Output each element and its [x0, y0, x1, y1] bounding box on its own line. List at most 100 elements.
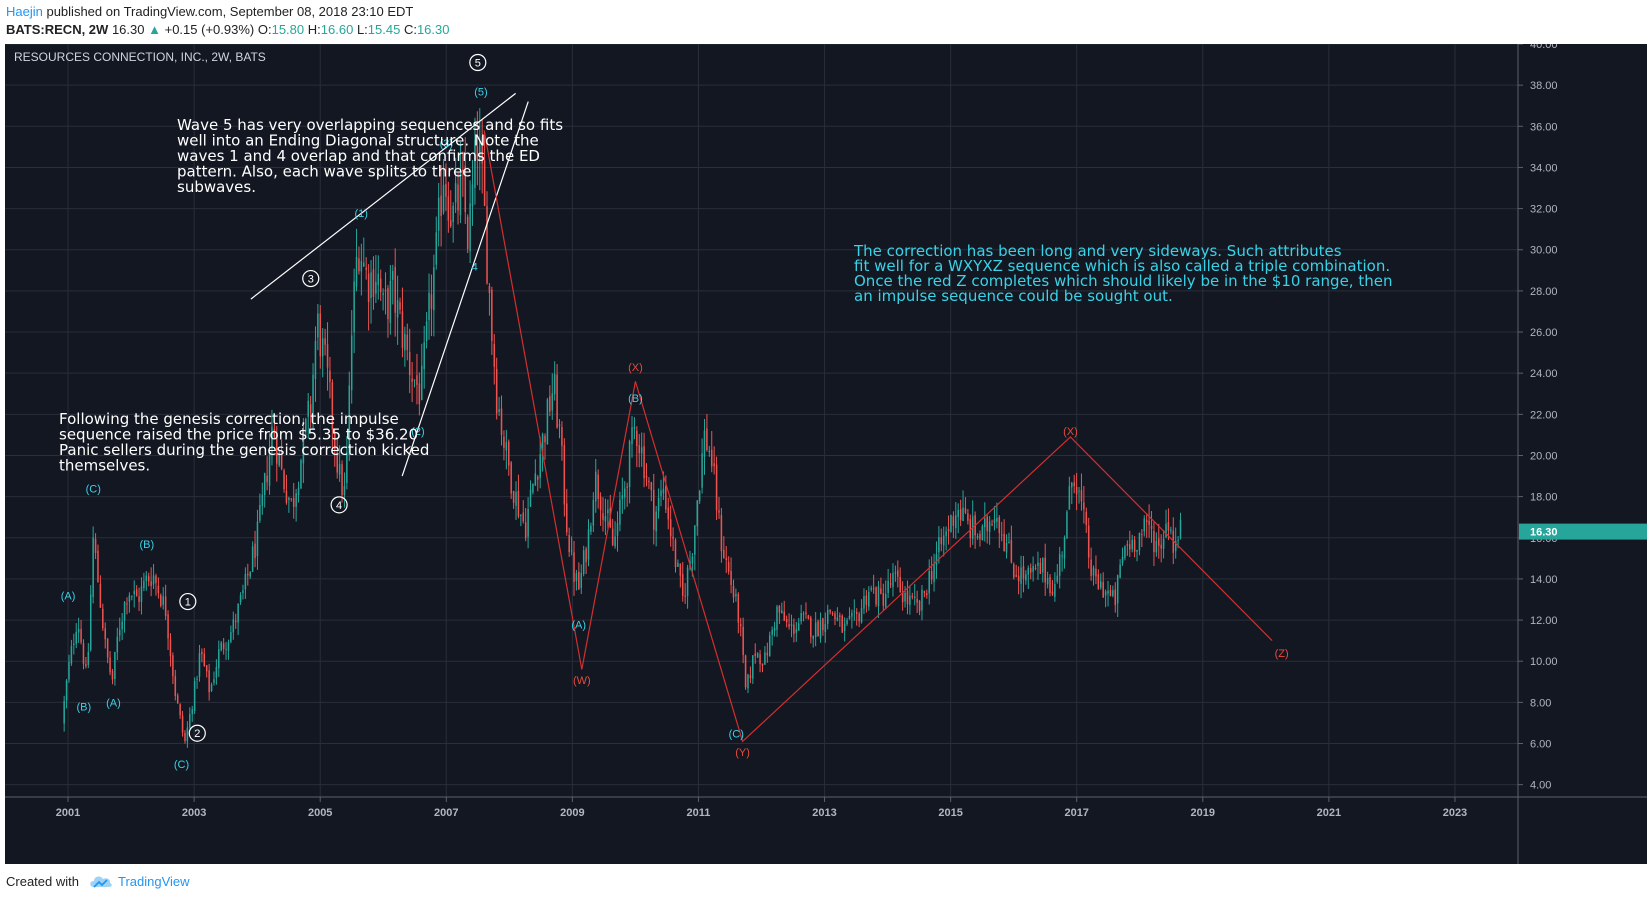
- candle-body: [1063, 537, 1066, 559]
- candle-body: [406, 334, 409, 350]
- candle-body: [80, 629, 82, 643]
- candle-body: [309, 404, 312, 414]
- candle-body: [106, 638, 109, 658]
- candle-body: [578, 571, 580, 590]
- tradingview-link[interactable]: TradingView: [118, 874, 190, 889]
- candle-body: [1162, 538, 1165, 549]
- candle-body: [237, 603, 239, 623]
- candle-body: [423, 342, 425, 370]
- candle-body: [766, 652, 769, 656]
- candle-body: [1104, 591, 1107, 596]
- candle-body: [1039, 562, 1042, 574]
- candle-body: [1119, 564, 1121, 578]
- candle-body: [672, 536, 674, 539]
- high-label: H:: [307, 22, 321, 37]
- candle-body: [590, 525, 592, 532]
- candle-body: [314, 340, 317, 380]
- candle-body: [587, 529, 590, 560]
- change-arrow-icon: ▲: [148, 22, 161, 37]
- candle-body: [534, 473, 537, 486]
- y-tick-label: 14.00: [1530, 574, 1558, 586]
- candle-body: [126, 603, 128, 605]
- candle-body: [254, 543, 256, 558]
- candle-body: [1054, 584, 1056, 597]
- candle-body: [899, 577, 901, 593]
- candle-body: [952, 516, 955, 526]
- candle-body: [232, 619, 235, 633]
- candle-body: [263, 473, 266, 495]
- candle-body: [338, 463, 341, 475]
- candle-body: [155, 575, 157, 584]
- wave-circle-marker: [188, 724, 206, 742]
- wave-label: (A): [571, 619, 586, 631]
- candle-body: [706, 428, 708, 451]
- candle-body: [435, 232, 438, 265]
- time-axis[interactable]: [5, 797, 1647, 864]
- candle-body: [1046, 578, 1049, 585]
- candle-body: [1116, 575, 1119, 604]
- candle-body: [645, 475, 648, 478]
- chart-area[interactable]: (C) (A) (B) (A) (B) (C) (1) (2) (3) 4 (5) (A) (B) (C)…: [5, 44, 1647, 864]
- candle-body: [1073, 482, 1075, 487]
- candle-body: [897, 570, 899, 577]
- candle-body: [797, 623, 800, 631]
- candle-body: [396, 300, 399, 318]
- candle-body: [1131, 539, 1133, 550]
- candle-body: [394, 266, 396, 313]
- candle-body: [599, 496, 602, 511]
- author-link[interactable]: Haejin: [6, 4, 43, 19]
- candle-body: [268, 452, 271, 486]
- y-tick-label: 30.00: [1530, 245, 1558, 257]
- annotation-text-line: fit well for a WXYXZ sequence which is a…: [854, 257, 1390, 275]
- candle-body: [984, 518, 986, 528]
- y-tick-label: 26.00: [1530, 327, 1558, 339]
- annotation-text-line: subwaves.: [177, 178, 256, 196]
- candle-body: [375, 281, 377, 294]
- candle-body: [1056, 575, 1059, 582]
- annotation-text-line: The correction has been long and very si…: [853, 242, 1342, 260]
- candle-body: [884, 593, 887, 608]
- candle-body: [191, 709, 193, 715]
- candle-body: [222, 643, 225, 650]
- candle-body: [1092, 567, 1095, 576]
- candle-body: [575, 573, 578, 582]
- candle-body: [1051, 591, 1054, 595]
- candle-body: [863, 596, 865, 609]
- candle-body: [764, 652, 766, 665]
- candle-body: [365, 267, 367, 270]
- candle-body: [802, 613, 805, 615]
- candle-body: [89, 594, 92, 651]
- candle-body: [768, 635, 771, 657]
- candle-body: [732, 586, 735, 598]
- candle-body: [152, 575, 155, 585]
- candle-body: [539, 454, 541, 479]
- candle-body: [636, 430, 638, 447]
- candle-body: [858, 613, 860, 622]
- price-axis[interactable]: [1518, 44, 1647, 864]
- candle-body: [249, 571, 251, 577]
- candle-body: [1174, 540, 1177, 552]
- candle-body: [1061, 555, 1063, 557]
- candle-body: [1075, 486, 1078, 495]
- candle-body: [452, 205, 454, 223]
- candle-body: [657, 497, 660, 512]
- candle-body: [336, 452, 338, 473]
- candle-body: [669, 519, 672, 537]
- price-chart[interactable]: (C) (A) (B) (A) (B) (C) (1) (2) (3) 4 (5) (A) (B) (C)…: [5, 44, 1647, 864]
- candle-body: [875, 587, 877, 605]
- candle-body: [955, 515, 957, 529]
- candle-body: [747, 674, 749, 689]
- candles: [63, 108, 1182, 748]
- candle-body: [1165, 523, 1167, 538]
- candle-body: [655, 511, 657, 532]
- candle-body: [720, 514, 723, 552]
- candle-body: [691, 556, 694, 564]
- candle-body: [433, 267, 435, 311]
- candle-body: [251, 546, 254, 572]
- candle-body: [266, 475, 268, 483]
- candle-body: [921, 589, 923, 611]
- candle-body: [285, 490, 288, 503]
- candle-body: [563, 445, 566, 505]
- candle-body: [208, 670, 210, 693]
- candle-body: [87, 651, 90, 665]
